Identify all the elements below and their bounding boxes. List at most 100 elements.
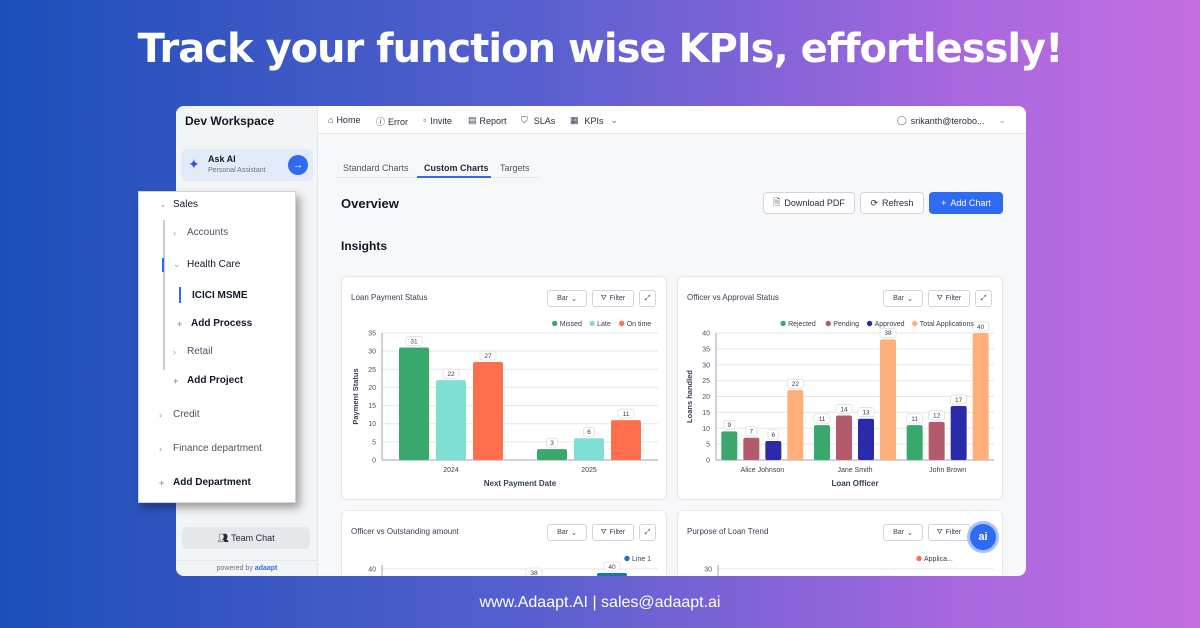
tab-targets[interactable]: Targets — [500, 163, 530, 173]
data-label: 13 — [862, 410, 870, 417]
chart-title: Purpose of Loan Trend — [687, 527, 769, 536]
filter-button[interactable]: ⛛ Filter — [928, 524, 970, 541]
ai-assistant-fab[interactable]: ai — [967, 521, 999, 553]
add-department-label: Add Department — [173, 477, 251, 488]
chart-type-label: Bar — [893, 295, 905, 302]
download-pdf-button[interactable]: 🗎︎ Download PDF — [763, 192, 855, 214]
tree-label: Retail — [187, 346, 213, 357]
nav-invite[interactable]: ⍤ Invite — [422, 115, 452, 126]
filter-button[interactable]: ⛛ Filter — [592, 524, 634, 541]
nav-error[interactable]: ⓘ Error — [376, 115, 408, 128]
data-label-box — [813, 413, 831, 424]
data-label: 14 — [840, 406, 848, 413]
shield-icon: ⛉ — [521, 115, 528, 125]
refresh-icon: ⟳ — [870, 197, 879, 208]
filter-button[interactable]: ⛛ Filter — [928, 290, 970, 307]
bar — [836, 415, 852, 460]
y-tick-label: 10 — [368, 421, 376, 428]
filter-icon: ⛛ — [600, 528, 607, 536]
tree-item-finance[interactable]: › Finance department — [159, 443, 262, 454]
expand-icon: ⤢ — [980, 294, 987, 302]
add-chart-button[interactable]: + Add Chart — [929, 192, 1003, 214]
chart-type-label: Bar — [557, 529, 569, 536]
filter-label: Filter — [609, 529, 626, 536]
data-label: 31 — [410, 338, 418, 345]
tree-item-credit[interactable]: › Credit — [159, 409, 200, 420]
bar — [721, 431, 738, 460]
add-process-button[interactable]: + Add Process — [177, 318, 252, 329]
data-label: 12 — [933, 413, 941, 420]
chart-title: Officer vs Outstanding amount — [351, 527, 459, 536]
legend-marker — [552, 320, 558, 327]
legend-marker — [780, 320, 786, 327]
data-label-box — [857, 407, 875, 418]
y-tick-label: 25 — [368, 367, 376, 374]
legend-label: Rejected — [788, 321, 816, 328]
tree-item-icici-msme[interactable]: ICICI MSME — [192, 290, 248, 301]
y-tick-label: 0 — [706, 458, 710, 465]
legend-label: Total Applications — [920, 321, 975, 328]
nav-kpis[interactable]: ▦ KPIs ⌄ — [570, 115, 618, 126]
y-tick-label: 20 — [368, 385, 376, 392]
data-label-box — [525, 567, 543, 576]
data-label-box — [442, 368, 460, 379]
data-label: 38 — [884, 330, 892, 337]
tree-guide — [163, 220, 165, 370]
y-tick-label: 10 — [702, 426, 710, 433]
chart-type-select[interactable]: Bar ⌄ — [883, 524, 923, 541]
nav-invite-label: Invite — [430, 115, 452, 126]
nav-report[interactable]: ▤ Report — [468, 115, 507, 126]
expand-button[interactable]: ⤢ — [975, 290, 992, 307]
tree-item-retail[interactable]: › Retail — [173, 346, 213, 357]
app-window: Dev Workspace ✦ Ask AI Personal Assistan… — [176, 106, 1026, 576]
chart-type-select[interactable]: Bar ⌄ — [547, 290, 587, 307]
add-process-label: Add Process — [191, 318, 253, 329]
nav-slas[interactable]: ⛉ SLAs — [521, 115, 555, 126]
powered-by: powered by adaapt — [176, 560, 318, 576]
y-axis-title: Payment Status — [351, 368, 360, 424]
x-tick-label: Jane Smith — [837, 467, 872, 474]
tree-item-accounts[interactable]: › Accounts — [173, 227, 228, 238]
user-plus-icon: ⍤ — [422, 115, 428, 125]
expand-icon: ⤢ — [644, 294, 651, 302]
plus-icon: + — [177, 318, 183, 329]
expand-button[interactable]: ⤢ — [639, 290, 656, 307]
chart-type-select[interactable]: Bar ⌄ — [547, 524, 587, 541]
x-tick-label: 2024 — [443, 467, 459, 474]
add-department-button[interactable]: + Add Department — [159, 477, 251, 488]
refresh-button[interactable]: ⟳ Refresh — [860, 192, 924, 214]
bar — [611, 420, 641, 460]
tab-standard-charts[interactable]: Standard Charts — [343, 163, 409, 173]
data-label-box — [972, 321, 989, 332]
chevron-right-icon: › — [173, 227, 176, 238]
x-tick-label: 2025 — [581, 467, 597, 474]
chart-type-select[interactable]: Bar ⌄ — [883, 290, 923, 307]
y-tick-label: 30 — [368, 349, 376, 356]
nav-home[interactable]: ⌂ Home — [328, 115, 360, 125]
tree-item-sales[interactable]: ⌄ Sales — [159, 199, 198, 210]
expand-button[interactable]: ⤢ — [639, 524, 656, 541]
data-label: 6 — [772, 432, 776, 439]
data-label-box — [787, 378, 804, 389]
user-menu[interactable]: ◯ srikanth@terobo... ⌄ — [897, 115, 1006, 126]
y-axis-title: Loans handled — [685, 370, 694, 423]
tree-label: Accounts — [187, 227, 229, 238]
nav-error-label: Error — [388, 116, 409, 127]
filter-button[interactable]: ⛛ Filter — [592, 290, 634, 307]
data-label-box — [879, 328, 897, 338]
y-tick-label: 15 — [368, 403, 376, 410]
plus-icon: + — [941, 198, 947, 208]
ask-ai-button[interactable]: ✦ Ask AI Personal Assistant → — [181, 149, 313, 181]
workspace-title: Dev Workspace — [185, 114, 275, 128]
legend-marker — [866, 320, 873, 327]
add-project-button[interactable]: + Add Project — [173, 375, 243, 386]
arrow-right-icon[interactable]: → — [288, 155, 308, 175]
tab-custom-charts[interactable]: Custom Charts — [424, 163, 489, 173]
people-icon: 👥︎ — [217, 533, 229, 543]
data-label: 7 — [750, 429, 754, 436]
headline: Track your function wise KPIs, effortles… — [137, 26, 1064, 72]
report-icon: ▤ — [468, 115, 477, 125]
tree-item-health-care[interactable]: ⌄ Health Care — [173, 259, 240, 270]
team-chat-button[interactable]: 👥︎ Team Chat — [182, 527, 310, 549]
